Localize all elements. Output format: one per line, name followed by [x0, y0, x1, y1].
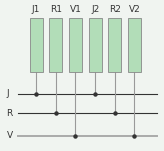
Bar [128, 18, 141, 72]
Text: J: J [7, 89, 9, 98]
Text: J1: J1 [32, 5, 40, 14]
Text: R: R [7, 109, 13, 118]
Text: J2: J2 [91, 5, 99, 14]
Text: V1: V1 [70, 5, 81, 14]
Text: V2: V2 [129, 5, 140, 14]
Text: R2: R2 [109, 5, 121, 14]
Bar [108, 18, 121, 72]
Bar [49, 18, 62, 72]
Bar [30, 18, 43, 72]
Bar [69, 18, 82, 72]
Bar [89, 18, 102, 72]
Text: V: V [7, 131, 13, 140]
Text: R1: R1 [50, 5, 62, 14]
